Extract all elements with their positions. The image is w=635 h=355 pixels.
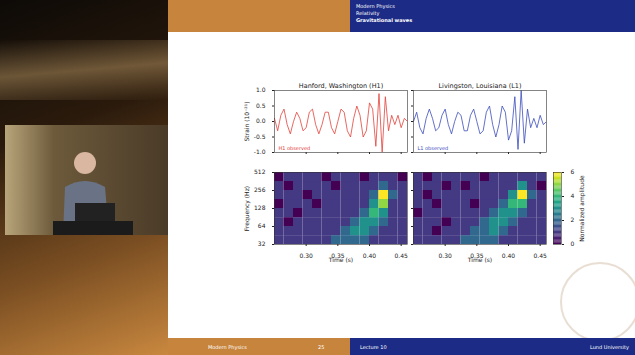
svg-text:64: 64 <box>258 222 266 229</box>
svg-text:Hanford, Washington (H1): Hanford, Washington (H1) <box>299 82 383 90</box>
svg-text:H1 observed: H1 observed <box>279 145 311 151</box>
svg-text:2: 2 <box>571 216 575 223</box>
svg-text:512: 512 <box>254 168 266 175</box>
svg-text:Normalized amplitude: Normalized amplitude <box>578 175 586 242</box>
svg-text:Time (s): Time (s) <box>328 256 353 263</box>
svg-text:0.45: 0.45 <box>533 252 547 259</box>
svg-text:Time (s): Time (s) <box>467 256 492 263</box>
html-text:Gravitational waves: Gravitational waves <box>356 17 413 23</box>
svg-text:0.30: 0.30 <box>299 252 313 259</box>
svg-text:1.0: 1.0 <box>256 86 266 93</box>
svg-text:Strain (10⁻²¹): Strain (10⁻²¹) <box>243 102 250 142</box>
svg-text:Frequency (Hz): Frequency (Hz) <box>243 186 251 231</box>
svg-text:0.45: 0.45 <box>394 252 408 259</box>
svg-text:0.40: 0.40 <box>502 252 516 259</box>
svg-text:0.5: 0.5 <box>256 102 266 109</box>
html-text:Modern Physics: Modern Physics <box>208 344 247 350</box>
svg-text:L1 observed: L1 observed <box>418 145 449 151</box>
svg-text:0.0: 0.0 <box>256 117 266 124</box>
svg-text:6: 6 <box>571 168 575 175</box>
svg-text:128: 128 <box>254 204 266 211</box>
svg-text:Livingston, Louisiana (L1): Livingston, Louisiana (L1) <box>438 82 521 90</box>
html-text:Lund University: Lund University <box>590 344 629 350</box>
html-text:Relativity: Relativity <box>356 10 380 16</box>
svg-text:-0.5: -0.5 <box>254 133 266 140</box>
html-text:Lecture 10: Lecture 10 <box>360 344 387 350</box>
svg-text:0.30: 0.30 <box>438 252 452 259</box>
svg-text:-1.0: -1.0 <box>254 148 266 155</box>
svg-text:0: 0 <box>571 240 575 247</box>
svg-text:4: 4 <box>571 192 575 199</box>
svg-text:256: 256 <box>254 186 266 193</box>
svg-text:32: 32 <box>258 240 266 247</box>
html-text:25: 25 <box>318 344 325 350</box>
svg-text:0.40: 0.40 <box>363 252 377 259</box>
html-text:Modern Physics: Modern Physics <box>356 3 395 9</box>
